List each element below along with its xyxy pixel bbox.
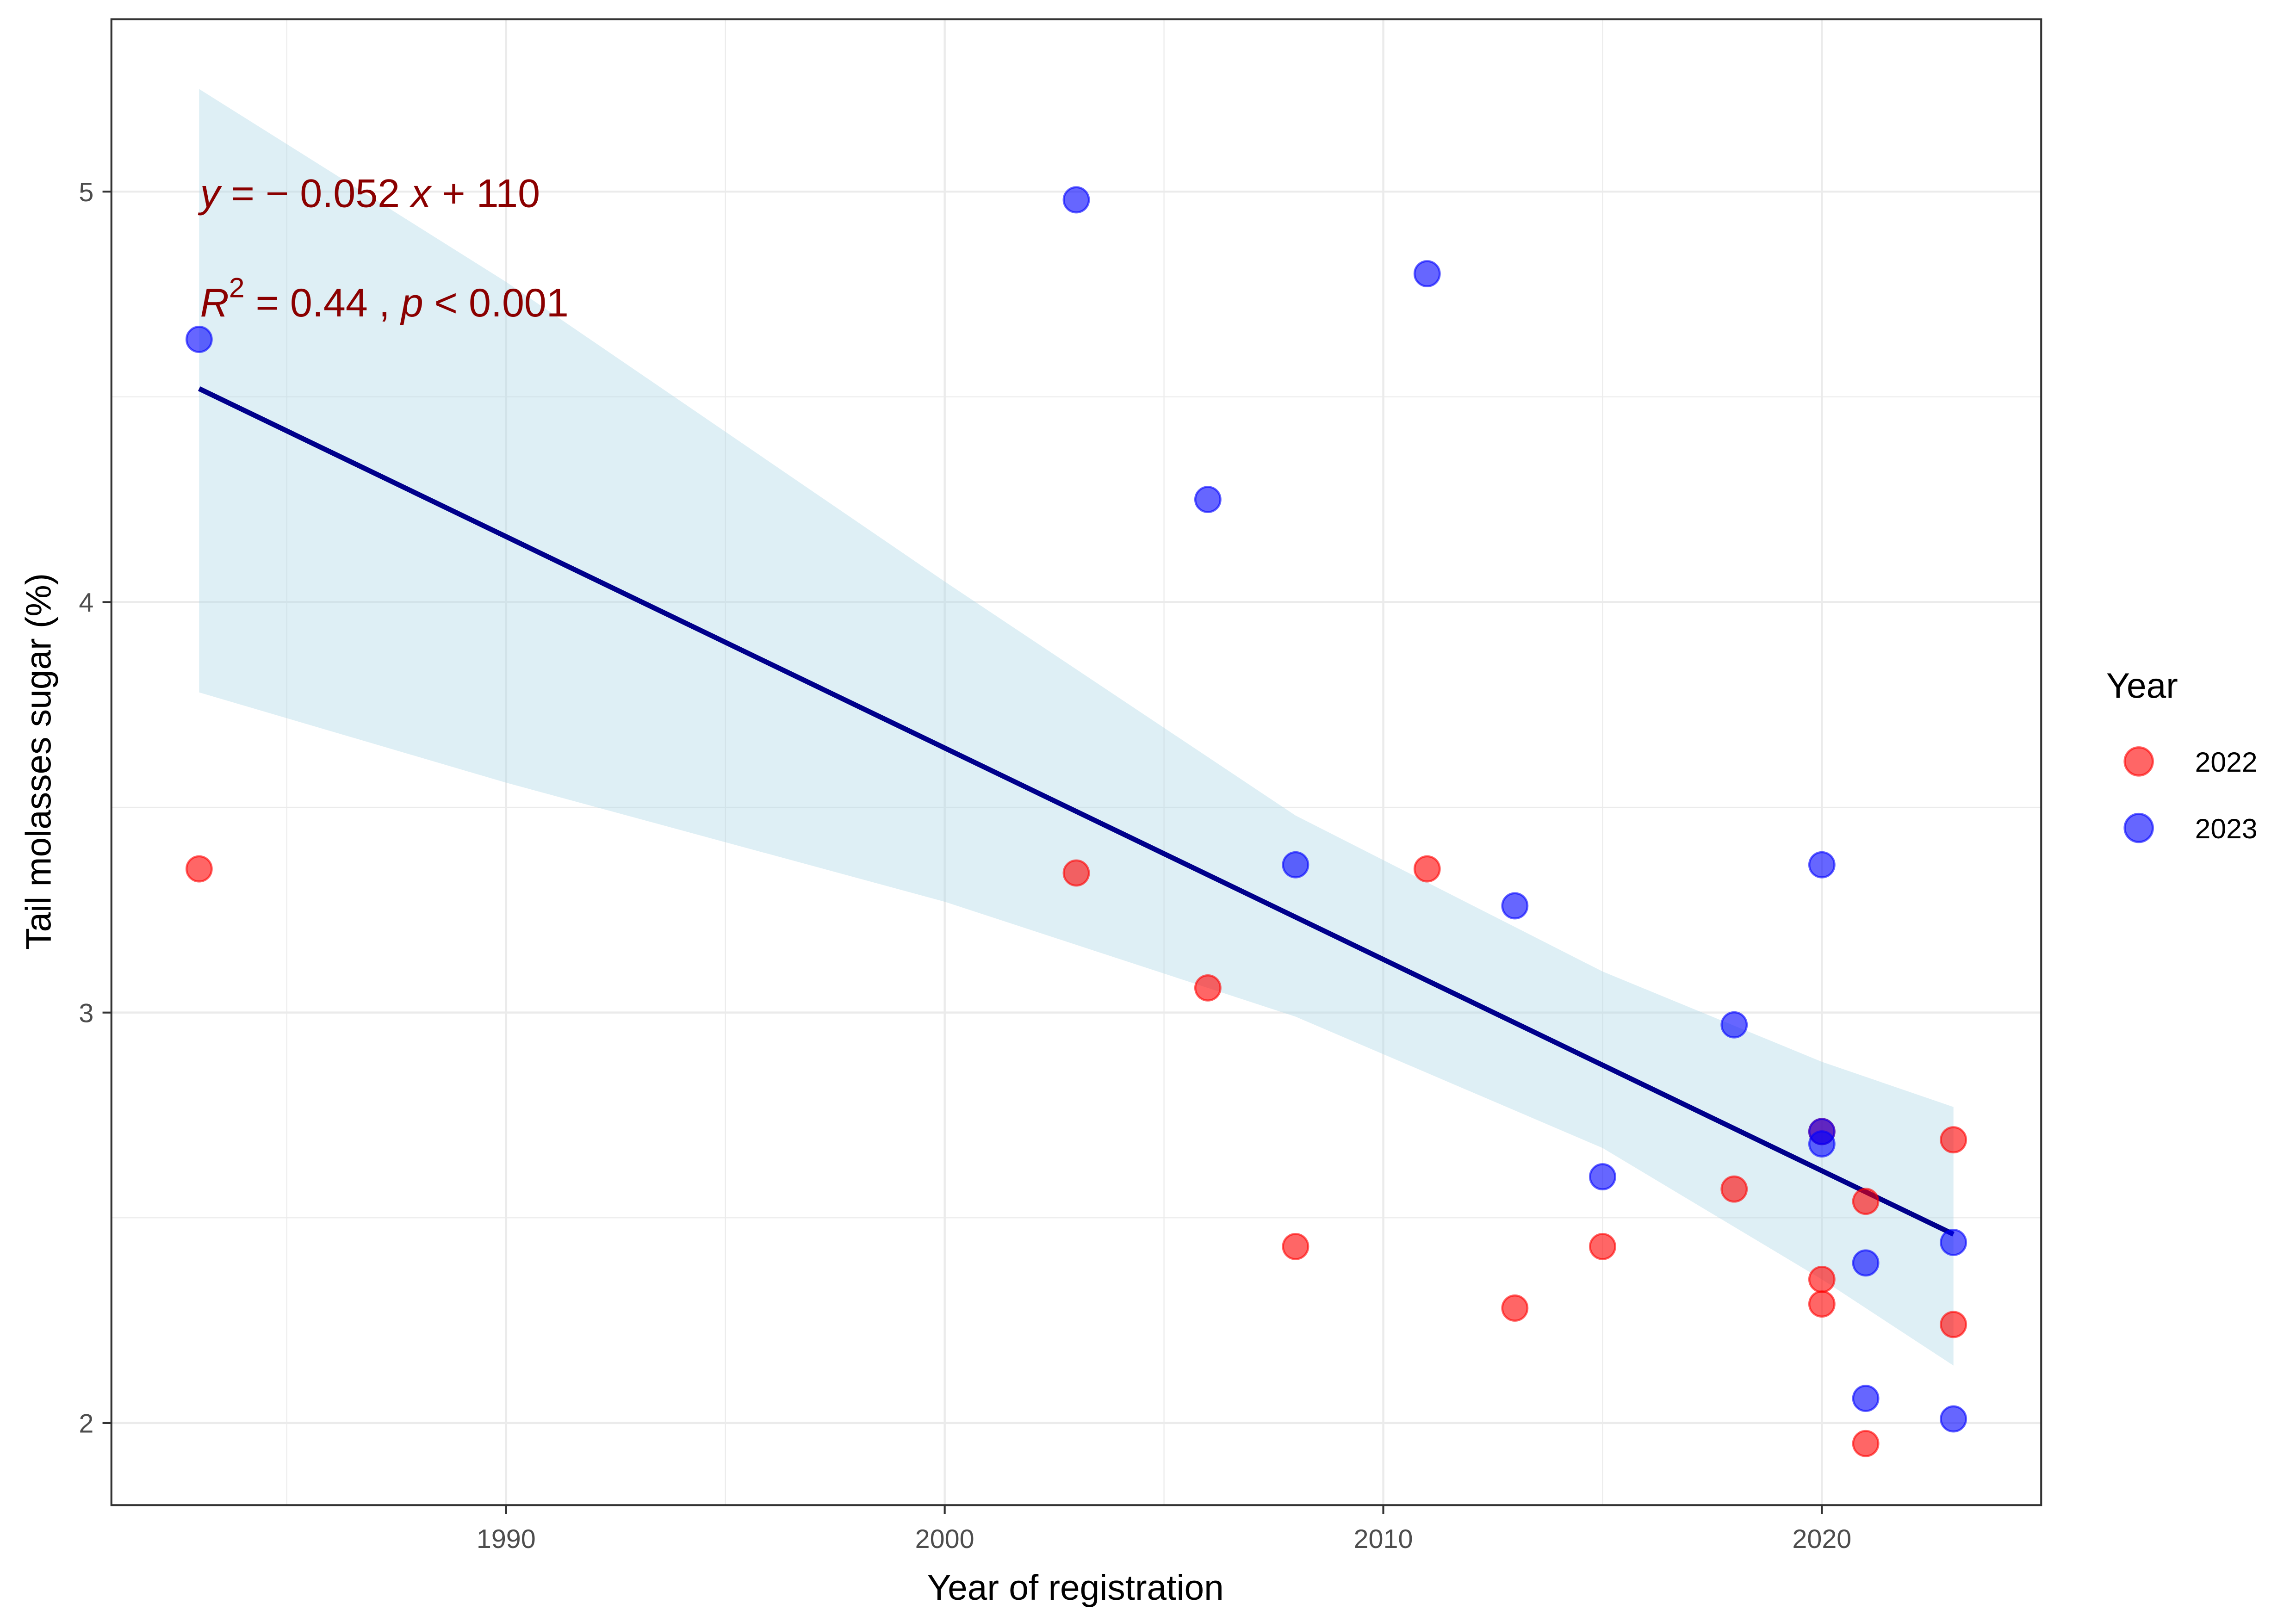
point-2022 xyxy=(1194,974,1222,1002)
confidence-band-layer xyxy=(199,89,1954,1366)
y-tick-label: 4 xyxy=(79,588,93,618)
x-tick-label: 2000 xyxy=(915,1524,974,1554)
legend-label-2023: 2023 xyxy=(2195,813,2258,844)
point-2023 xyxy=(1413,260,1441,288)
point-2022 xyxy=(1282,1232,1309,1260)
point-2023 xyxy=(1808,851,1836,879)
point-2022 xyxy=(1720,1175,1748,1203)
stats-r-value: = 0.44 , xyxy=(245,281,401,325)
points-layer xyxy=(185,186,1967,1457)
legend-title: Year xyxy=(2106,666,2178,706)
stats-p-var: p xyxy=(400,281,423,325)
stats-p-value: < 0.001 xyxy=(423,281,569,325)
legend: Year 2022 2023 xyxy=(2106,666,2258,844)
equation-x-var: x xyxy=(409,171,432,216)
y-tick-label: 3 xyxy=(79,998,93,1028)
stats-r-sup: 2 xyxy=(229,272,245,303)
x-tick-label: 2010 xyxy=(1354,1524,1413,1554)
regression-line xyxy=(198,386,1955,1237)
x-axis: 1990 2000 2010 2020 xyxy=(477,1505,1851,1554)
point-2022 xyxy=(1940,1126,1967,1154)
point-2023 xyxy=(1589,1163,1616,1190)
point-2023 xyxy=(1062,186,1090,214)
point-2022 xyxy=(1062,859,1090,887)
point-2023 xyxy=(1501,892,1529,920)
point-2022 xyxy=(1852,1430,1880,1457)
point-2023 xyxy=(1940,1405,1967,1433)
legend-item-2023[interactable]: 2023 xyxy=(2123,812,2258,844)
x-axis-title: Year of registration xyxy=(927,1568,1224,1608)
point-2022 xyxy=(1940,1311,1967,1338)
y-tick-label: 2 xyxy=(79,1409,93,1439)
equation-intercept: + 110 xyxy=(431,171,540,216)
point-2023 xyxy=(1808,1130,1836,1158)
point-2023 xyxy=(1194,486,1222,514)
stats-r-var: R xyxy=(200,281,229,325)
point-2023 xyxy=(1852,1249,1880,1277)
equation-annotation: y = − 0.052 x + 110 xyxy=(198,171,540,216)
legend-marker-2022 xyxy=(2123,746,2154,777)
panel-border xyxy=(110,18,2042,1506)
y-axis-title: Tail molasses sugar (%) xyxy=(19,573,59,950)
regression-line-layer xyxy=(198,386,1955,1237)
point-2022 xyxy=(1808,1290,1836,1318)
point-2022 xyxy=(1589,1232,1616,1260)
point-2022 xyxy=(185,855,213,883)
series-2023 xyxy=(185,186,1967,1433)
confidence-band xyxy=(199,89,1954,1366)
equation-y-var: y xyxy=(198,171,222,216)
legend-label-2022: 2022 xyxy=(2195,746,2258,778)
point-2022 xyxy=(1501,1294,1529,1322)
x-tick-label: 1990 xyxy=(477,1524,536,1554)
legend-marker-2023 xyxy=(2123,812,2154,843)
grid-minor xyxy=(111,19,2042,1505)
point-2023 xyxy=(1720,1011,1748,1039)
x-tick-label: 2020 xyxy=(1792,1524,1851,1554)
point-2022 xyxy=(1852,1188,1880,1215)
equation-slope: = − 0.052 xyxy=(220,171,411,216)
legend-item-2022[interactable]: 2022 xyxy=(2123,746,2258,778)
y-tick-label: 5 xyxy=(79,178,93,207)
stats-annotation: R2 = 0.44 , p < 0.001 xyxy=(200,272,568,325)
point-2022 xyxy=(1413,855,1441,883)
point-2023 xyxy=(185,326,213,353)
point-2023 xyxy=(1282,851,1309,879)
point-2023 xyxy=(1940,1229,1967,1256)
y-axis: 2 3 4 5 xyxy=(79,178,112,1439)
point-2023 xyxy=(1852,1385,1880,1412)
point-2022 xyxy=(1808,1265,1836,1293)
